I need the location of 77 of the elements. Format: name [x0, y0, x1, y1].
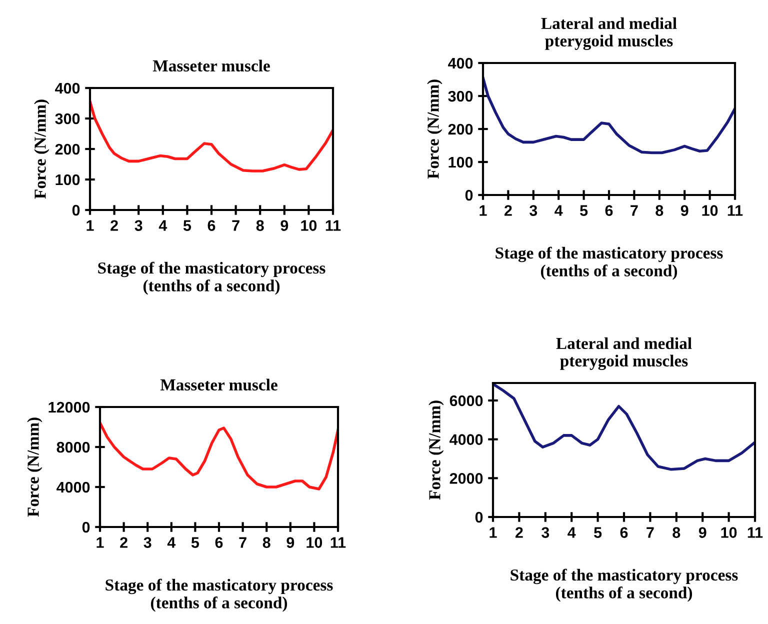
x-tick-label: 2: [515, 527, 523, 538]
x-tick-label: 5: [594, 527, 602, 538]
y-tick-label: 4000: [56, 482, 90, 493]
x-tick-label: 6: [620, 527, 628, 538]
x-tick-label: 7: [239, 537, 246, 548]
y-axis-title: Force (N/mm): [27, 418, 42, 517]
y-tick-label: 200: [55, 144, 80, 155]
x-tick-label: 10: [301, 220, 317, 231]
x-tick-label: 2: [110, 220, 118, 231]
x-axis-title: Stage of the masticatory process (tenths of a second): [106, 578, 333, 612]
x-tick-label: 7: [630, 205, 638, 216]
chart-title: Masseter muscle: [160, 378, 278, 391]
y-tick-label: 100: [56, 174, 80, 186]
chart-title: Lateral and medial pterygoid muscles: [556, 337, 692, 370]
x-tick-label: 2: [120, 537, 128, 548]
x-tick-label: 1: [86, 220, 94, 231]
y-tick-label: 400: [55, 82, 80, 94]
y-tick-label: 300: [55, 113, 80, 124]
line-series: [90, 100, 333, 172]
y-tick-label: 400: [448, 58, 473, 69]
x-tick-label: 11: [748, 527, 763, 538]
x-tick-label: 10: [721, 527, 737, 538]
chart-title: Lateral and medial pterygoid muscles: [541, 17, 677, 50]
x-tick-label: 5: [580, 205, 588, 216]
chart-title: Masseter muscle: [152, 60, 270, 72]
x-tick-label: 11: [728, 205, 743, 216]
x-tick-label: 11: [326, 220, 341, 231]
y-tick-label: 4000: [450, 434, 483, 446]
y-tick-label: 12000: [48, 402, 90, 413]
x-tick-label: 2: [504, 205, 512, 216]
y-axis-title: Force (N/mm): [427, 80, 442, 179]
x-tick-label: 9: [698, 527, 706, 538]
x-axis-title: Stage of the masticatory process (tenths of a second): [496, 246, 723, 280]
x-tick-label: 3: [134, 220, 142, 231]
x-tick-label: 4: [158, 220, 168, 231]
y-tick-label: 0: [72, 204, 80, 216]
x-tick-label: 8: [262, 537, 270, 548]
x-tick-label: 4: [167, 537, 176, 548]
y-tick-label: 200: [448, 124, 473, 135]
x-tick-label: 8: [256, 220, 264, 231]
x-tick-label: 6: [208, 220, 216, 231]
x-tick-label: 1: [480, 205, 487, 216]
x-tick-label: 1: [96, 537, 104, 548]
y-axis-title: Force (N/mm): [428, 400, 444, 500]
y-tick-label: 6000: [450, 395, 483, 406]
x-tick-label: 3: [542, 527, 550, 538]
x-tick-label: 5: [183, 220, 192, 231]
x-tick-label: 9: [286, 537, 294, 548]
x-tick-label: 1: [490, 527, 497, 538]
x-tick-label: 10: [306, 537, 322, 548]
x-axis-title: Stage of the masticatory process (tenths of a second): [98, 262, 326, 295]
line-series: [483, 76, 735, 154]
x-tick-label: 8: [656, 205, 664, 216]
x-tick-label: 9: [680, 205, 688, 216]
y-tick-label: 2000: [450, 473, 483, 484]
x-tick-label: 6: [605, 205, 613, 216]
x-tick-label: 9: [280, 220, 288, 231]
y-tick-label: 8000: [56, 442, 90, 453]
line-series: [100, 422, 338, 490]
y-tick-label: 0: [475, 512, 483, 523]
y-axis-title: Force (N/mm): [34, 100, 50, 199]
x-tick-label: 6: [215, 537, 223, 548]
x-tick-label: 7: [232, 220, 240, 231]
x-tick-label: 3: [530, 205, 538, 216]
x-axis-title: Stage of the masticatory process (tenths of a second): [510, 568, 738, 602]
x-tick-label: 5: [191, 537, 200, 548]
y-tick-label: 0: [82, 522, 90, 533]
x-tick-label: 3: [144, 537, 152, 548]
x-tick-label: 11: [330, 537, 346, 548]
y-tick-label: 100: [448, 156, 473, 168]
x-tick-label: 10: [702, 205, 718, 216]
x-tick-label: 8: [672, 527, 680, 538]
y-tick-label: 0: [465, 190, 473, 201]
x-tick-label: 7: [646, 527, 654, 538]
y-tick-label: 300: [448, 90, 473, 102]
x-tick-label: 4: [554, 205, 563, 216]
x-tick-label: 4: [568, 527, 576, 538]
